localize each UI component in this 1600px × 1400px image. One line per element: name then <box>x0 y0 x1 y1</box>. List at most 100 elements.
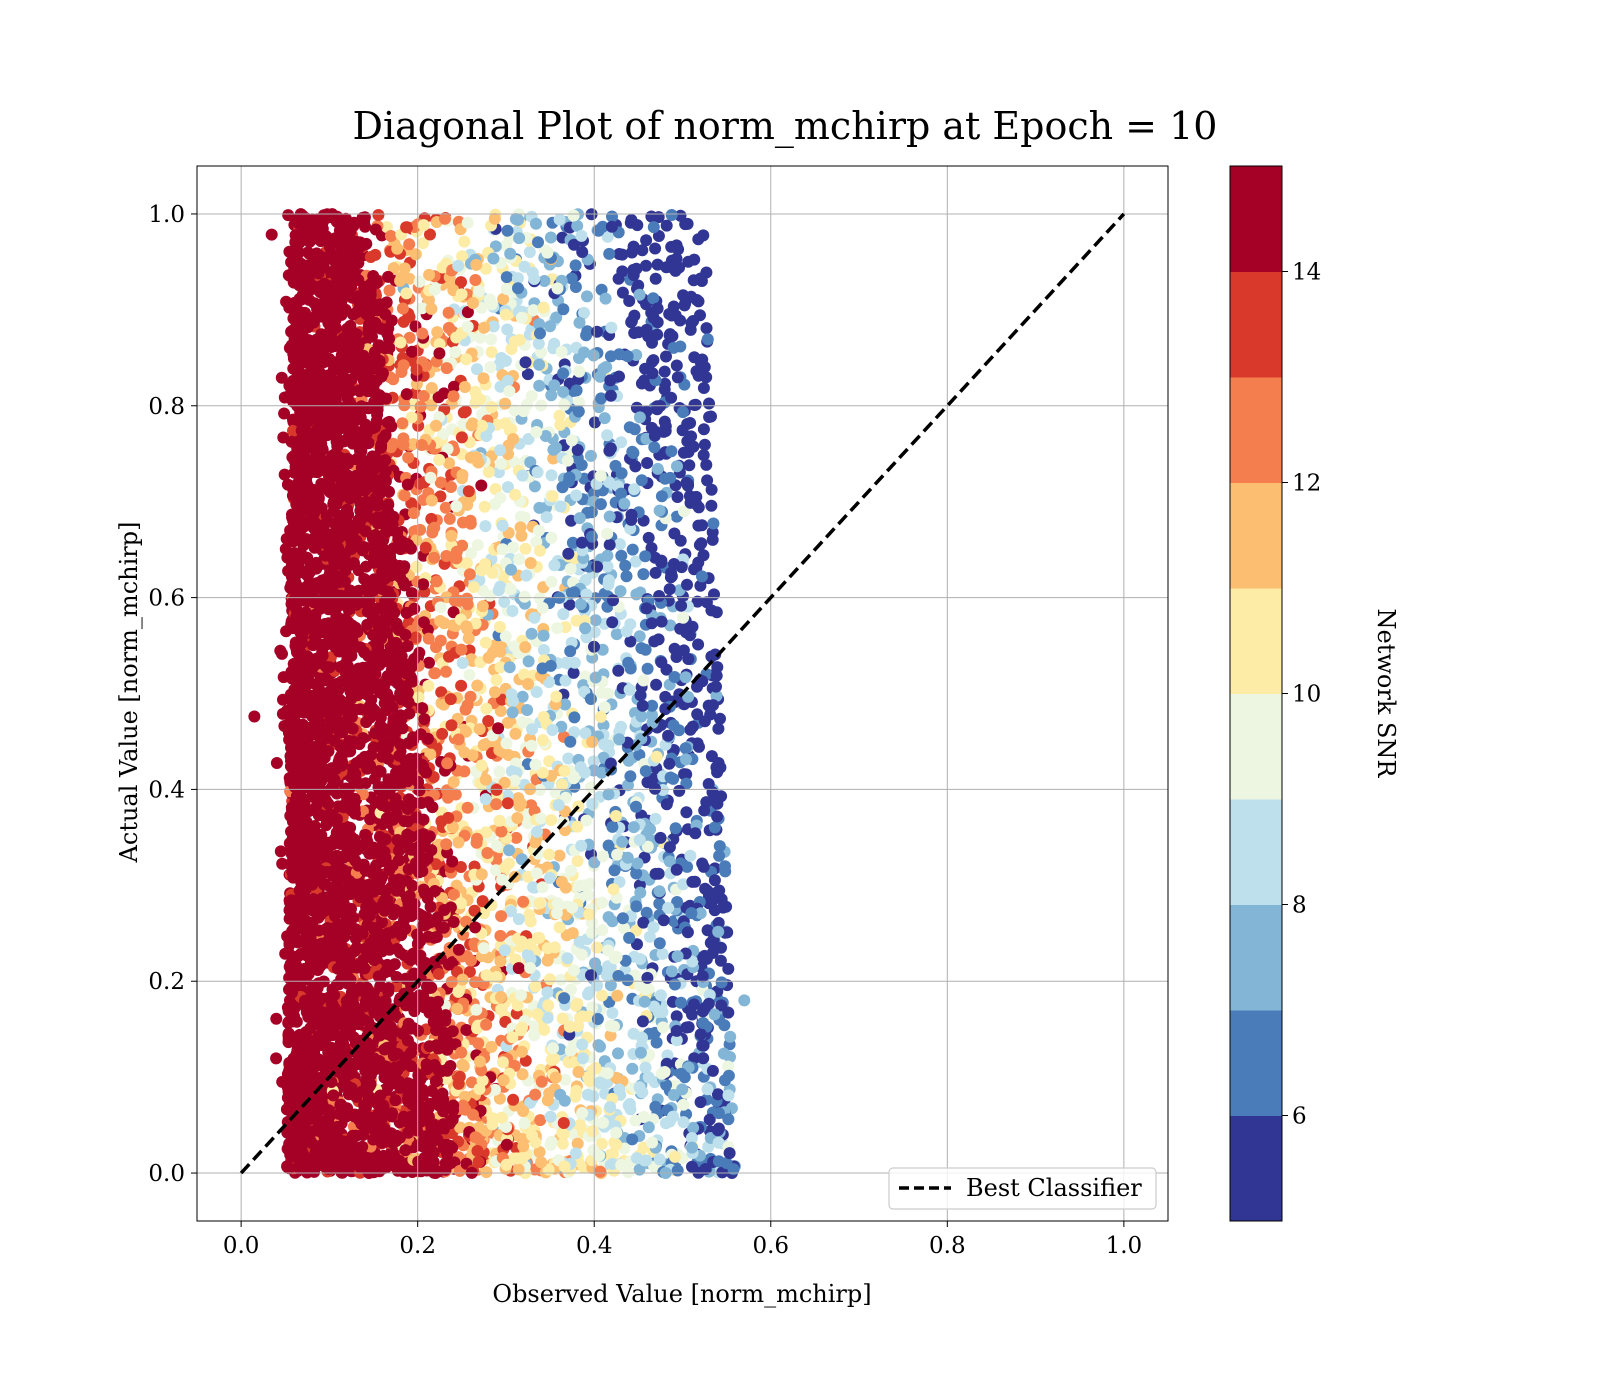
scatter-point <box>471 679 484 692</box>
scatter-point <box>476 419 489 432</box>
scatter-point <box>584 693 597 705</box>
scatter-point <box>440 838 453 851</box>
scatter-point <box>511 272 524 285</box>
scatter-point <box>532 236 544 249</box>
scatter-point <box>711 810 724 823</box>
scatter-point <box>613 1083 626 1096</box>
scatter-point <box>572 405 585 418</box>
scatter-point <box>494 491 507 504</box>
scatter-point <box>666 261 679 274</box>
scatter-point <box>632 279 645 292</box>
scatter-point <box>637 568 650 581</box>
scatter-point <box>287 424 299 437</box>
scatter-point <box>576 246 589 258</box>
scatter-point <box>515 797 527 810</box>
scatter-point <box>613 733 626 746</box>
scatter-point <box>585 506 598 519</box>
scatter-point <box>445 481 457 493</box>
scatter-point <box>651 302 664 315</box>
scatter-point <box>710 689 723 702</box>
scatter-point <box>509 213 522 225</box>
scatter-point <box>621 974 634 987</box>
scatter-point <box>545 389 558 402</box>
scatter-point <box>630 262 643 275</box>
scatter-point <box>398 489 411 502</box>
scatter-point <box>651 316 664 329</box>
scatter-point <box>634 979 647 992</box>
scatter-point <box>646 336 658 349</box>
scatter-point <box>496 519 509 532</box>
scatter-point <box>487 252 500 265</box>
scatter-point <box>638 995 651 1008</box>
scatter-point <box>684 849 697 862</box>
scatter-point <box>506 695 519 708</box>
scatter-point <box>470 836 483 849</box>
scatter-point <box>541 1011 554 1024</box>
scatter-point <box>576 1038 589 1051</box>
scatter-point <box>463 965 476 978</box>
scatter-point <box>474 331 487 344</box>
scatter-point <box>529 980 542 993</box>
scatter-point <box>537 301 550 314</box>
scatter-point <box>485 298 498 311</box>
scatter-point <box>675 996 687 1009</box>
scatter-point <box>639 1061 652 1074</box>
scatter-point <box>405 587 418 600</box>
scatter-point <box>636 699 649 712</box>
scatter-point <box>711 661 724 674</box>
scatter-point <box>568 238 580 251</box>
scatter-point <box>528 611 541 624</box>
scatter-point <box>606 210 618 223</box>
scatter-point <box>465 547 477 560</box>
scatter-point <box>635 474 648 487</box>
scatter-point <box>482 651 495 664</box>
scatter-point <box>483 589 496 602</box>
scatter-point <box>283 1029 295 1042</box>
scatter-point <box>701 1083 714 1096</box>
scatter-point <box>533 501 546 514</box>
scatter-point <box>519 542 532 555</box>
scatter-point <box>637 674 650 687</box>
scatter-point <box>568 711 581 724</box>
scatter-point <box>473 1055 486 1068</box>
scatter-point <box>595 989 608 1002</box>
scatter-point <box>603 247 616 260</box>
scatter-point <box>584 449 597 462</box>
scatter-point <box>519 356 532 369</box>
scatter-point <box>659 472 672 485</box>
scatter-point <box>523 246 536 259</box>
scatter-point <box>439 501 452 514</box>
scatter-point <box>558 398 571 411</box>
scatter-point <box>551 897 564 910</box>
scatter-point <box>711 1088 724 1101</box>
scatter-point <box>595 1137 608 1150</box>
scatter-point <box>533 784 546 796</box>
scatter-point <box>616 286 629 299</box>
scatter-point <box>539 430 552 442</box>
scatter-point <box>433 347 446 360</box>
scatter-point <box>646 773 659 785</box>
scatter-point <box>587 755 600 768</box>
scatter-point <box>652 230 665 242</box>
scatter-point <box>575 948 588 961</box>
scatter-point <box>659 703 672 716</box>
scatter-point <box>501 323 514 336</box>
scatter-point <box>536 881 549 894</box>
scatter-point <box>722 962 735 975</box>
scatter-point <box>435 686 448 699</box>
scatter-point <box>654 989 667 1002</box>
scatter-point <box>513 232 526 245</box>
scatter-point <box>688 1052 701 1065</box>
scatter-point <box>501 797 514 810</box>
scatter-point <box>713 840 726 853</box>
scatter-point <box>724 1030 737 1043</box>
scatter-point <box>557 303 570 316</box>
scatter-point <box>649 782 661 795</box>
scatter-point <box>528 480 541 493</box>
scatter-point <box>498 944 511 957</box>
scatter-point <box>527 304 540 317</box>
plot-area: 0.0 0.2 0.4 0.6 0.8 1.00.00.20.40.60.81.0 <box>148 165 1169 1259</box>
scatter-point <box>615 487 628 500</box>
scatter-point <box>428 551 441 564</box>
scatter-point <box>425 494 438 507</box>
